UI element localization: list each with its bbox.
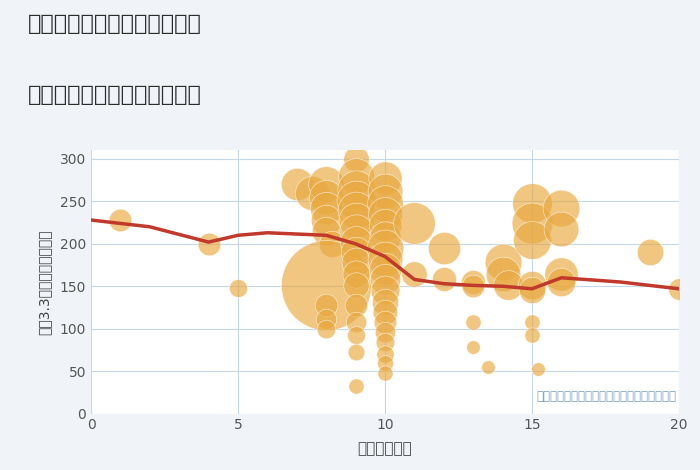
- Point: [379, 255, 391, 263]
- Point: [409, 270, 420, 277]
- Point: [556, 270, 567, 277]
- Point: [556, 204, 567, 212]
- Point: [379, 298, 391, 306]
- Point: [350, 318, 361, 326]
- Point: [468, 282, 479, 290]
- Point: [321, 204, 332, 212]
- Point: [379, 329, 391, 336]
- Point: [350, 172, 361, 180]
- Point: [556, 225, 567, 232]
- Point: [526, 236, 538, 243]
- Point: [321, 315, 332, 322]
- Point: [306, 189, 317, 196]
- Point: [673, 285, 685, 292]
- Point: [350, 238, 361, 246]
- Point: [526, 199, 538, 207]
- Point: [350, 383, 361, 390]
- Point: [321, 180, 332, 188]
- Point: [379, 338, 391, 346]
- Text: 円の大きさは、取引のあった物件面積を示す: 円の大きさは、取引のあった物件面積を示す: [536, 391, 676, 403]
- Point: [379, 351, 391, 358]
- Point: [379, 308, 391, 315]
- Text: 駅距離別中古マンション価格: 駅距離別中古マンション価格: [28, 85, 202, 105]
- Point: [379, 244, 391, 252]
- X-axis label: 駅距離（分）: 駅距離（分）: [358, 441, 412, 456]
- Point: [321, 193, 332, 201]
- Point: [291, 180, 302, 188]
- Point: [350, 155, 361, 163]
- Point: [526, 287, 538, 294]
- Point: [350, 196, 361, 204]
- Point: [350, 258, 361, 266]
- Point: [526, 318, 538, 326]
- Point: [497, 258, 508, 266]
- Point: [409, 219, 420, 227]
- Point: [468, 318, 479, 326]
- Point: [350, 249, 361, 256]
- Point: [350, 349, 361, 356]
- Point: [115, 216, 126, 224]
- Point: [350, 270, 361, 277]
- Point: [503, 281, 514, 288]
- Point: [438, 244, 449, 252]
- Point: [379, 174, 391, 181]
- Point: [468, 278, 479, 286]
- Point: [350, 301, 361, 309]
- Point: [321, 301, 332, 309]
- Point: [379, 359, 391, 367]
- Point: [644, 249, 655, 256]
- Point: [532, 366, 543, 373]
- Point: [379, 210, 391, 218]
- Point: [468, 344, 479, 351]
- Point: [232, 284, 244, 292]
- Point: [379, 233, 391, 241]
- Point: [350, 227, 361, 235]
- Point: [526, 219, 538, 227]
- Point: [321, 216, 332, 224]
- Point: [556, 278, 567, 286]
- Point: [379, 266, 391, 273]
- Point: [379, 276, 391, 283]
- Point: [321, 325, 332, 332]
- Point: [350, 185, 361, 192]
- Point: [350, 281, 361, 288]
- Point: [321, 227, 332, 235]
- Point: [497, 270, 508, 277]
- Point: [379, 199, 391, 207]
- Point: [526, 281, 538, 288]
- Text: 神奈川県横浜市中区山元町の: 神奈川県横浜市中区山元町の: [28, 14, 202, 34]
- Point: [326, 240, 337, 248]
- Point: [482, 363, 493, 371]
- Point: [379, 221, 391, 229]
- Y-axis label: 坪（3.3㎡）単価（万円）: 坪（3.3㎡）単価（万円）: [37, 229, 51, 335]
- Point: [379, 287, 391, 294]
- Point: [350, 216, 361, 224]
- Point: [350, 206, 361, 213]
- Point: [379, 369, 391, 376]
- Point: [350, 332, 361, 339]
- Point: [203, 240, 214, 248]
- Point: [379, 188, 391, 195]
- Point: [526, 332, 538, 339]
- Point: [438, 276, 449, 283]
- Point: [321, 281, 332, 288]
- Point: [379, 318, 391, 326]
